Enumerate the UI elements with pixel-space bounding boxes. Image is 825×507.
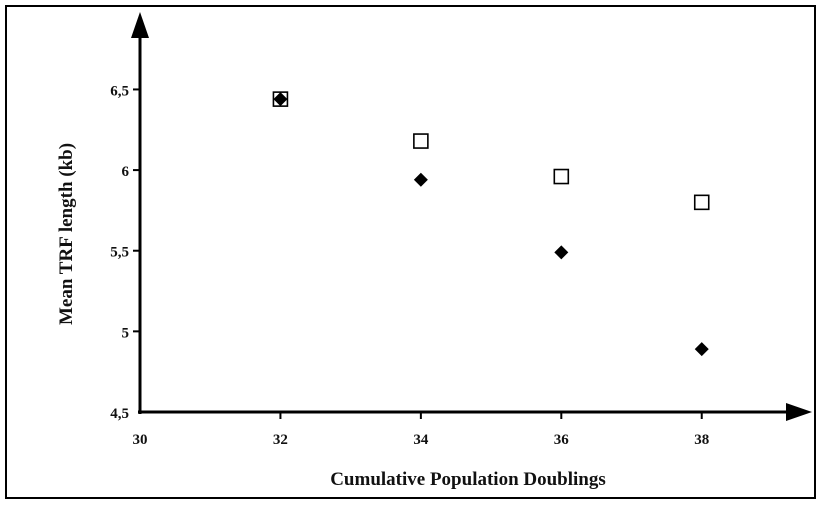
y-tick-label: 5	[122, 325, 130, 341]
y-tick-label: 4,5	[110, 406, 129, 422]
open-square-point	[413, 133, 429, 149]
open-square-point	[693, 194, 710, 211]
filled-diamond-point	[554, 245, 569, 260]
data-points	[272, 91, 710, 357]
chart-axes	[131, 12, 812, 421]
x-tick-label: 34	[413, 432, 429, 448]
filled-diamond-point	[694, 342, 709, 357]
x-axis-arrowhead	[786, 403, 812, 421]
x-tick-label: 30	[133, 432, 148, 448]
y-ticks: 4,5 5 5,5 6 6,5	[110, 83, 140, 422]
y-tick-label: 6	[122, 164, 130, 180]
x-tick-label: 36	[554, 432, 570, 448]
x-ticks: 30 32 34 36 38	[133, 412, 709, 448]
filled-diamond-point	[273, 92, 288, 107]
y-axis-arrowhead	[131, 12, 149, 38]
y-axis-title: Mean TRF length (kb)	[56, 143, 77, 325]
y-tick-label: 6,5	[110, 83, 129, 99]
open-square-point	[553, 168, 570, 185]
filled-diamond-point	[413, 172, 428, 187]
x-tick-label: 32	[273, 432, 288, 448]
x-axis-title: Cumulative Population Doublings	[330, 469, 606, 490]
x-tick-label: 38	[694, 432, 709, 448]
y-tick-label: 5,5	[110, 245, 129, 261]
